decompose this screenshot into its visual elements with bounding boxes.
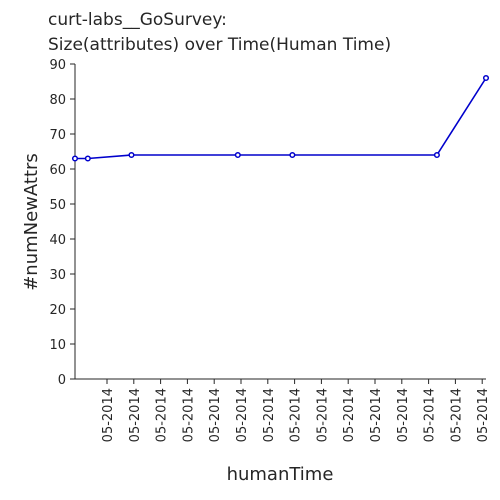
x-tick-label: 05-2014 bbox=[262, 388, 277, 442]
data-point bbox=[128, 151, 135, 159]
y-axis-ticks: 0 10 20 30 40 50 60 70 80 90 bbox=[49, 58, 75, 388]
chart-title: curt-labs__GoSurvey: Size(attributes) ov… bbox=[48, 10, 391, 55]
y-tick-label: 70 bbox=[49, 128, 66, 143]
y-tick-label: 0 bbox=[58, 373, 66, 388]
x-axis-ticks: 05-2014 05-2014 05-2014 05-2014 05-2014 05-20… bbox=[101, 379, 491, 442]
x-axis-label: humanTime bbox=[227, 464, 334, 485]
data-point bbox=[433, 151, 440, 159]
y-tick-label: 80 bbox=[49, 93, 66, 108]
x-tick-label: 05-2014 bbox=[396, 388, 411, 442]
x-tick-label: 05-2014 bbox=[208, 388, 223, 442]
data-point bbox=[84, 155, 91, 162]
series-group bbox=[71, 74, 490, 162]
x-tick-label: 05-2014 bbox=[101, 388, 116, 442]
x-tick-label: 05-2014 bbox=[342, 388, 357, 442]
chart-title-line-1: curt-labs__GoSurvey: bbox=[48, 10, 227, 30]
x-tick-label: 05-2014 bbox=[235, 388, 250, 442]
y-tick-label: 10 bbox=[49, 338, 66, 353]
x-tick-label: 05-2014 bbox=[128, 388, 143, 442]
y-tick-label: 20 bbox=[49, 303, 66, 318]
x-tick-label: 05-2014 bbox=[289, 388, 304, 442]
series-line bbox=[75, 77, 487, 160]
data-point bbox=[482, 74, 490, 82]
y-tick-label: 90 bbox=[49, 58, 66, 73]
x-tick-label: 05-2014 bbox=[369, 388, 384, 442]
y-tick-label: 40 bbox=[49, 233, 66, 248]
axes bbox=[74, 64, 486, 380]
y-tick-label: 60 bbox=[49, 163, 66, 178]
chart-title-line-2: Size(attributes) over Time(Human Time) bbox=[48, 35, 391, 55]
y-axis-label: #numNewAttrs bbox=[21, 153, 42, 291]
x-tick-label: 05-2014 bbox=[476, 388, 491, 442]
data-point bbox=[234, 151, 241, 159]
x-tick-label: 05-2014 bbox=[315, 388, 330, 442]
x-tick-label: 05-2014 bbox=[155, 388, 170, 442]
x-tick-label: 05-2014 bbox=[181, 388, 196, 442]
x-tick-label: 05-2014 bbox=[423, 388, 438, 442]
data-point bbox=[71, 155, 79, 162]
x-tick-label: 05-2014 bbox=[449, 388, 464, 442]
data-point bbox=[289, 151, 296, 159]
y-tick-label: 50 bbox=[49, 198, 66, 213]
y-tick-label: 30 bbox=[49, 268, 66, 283]
